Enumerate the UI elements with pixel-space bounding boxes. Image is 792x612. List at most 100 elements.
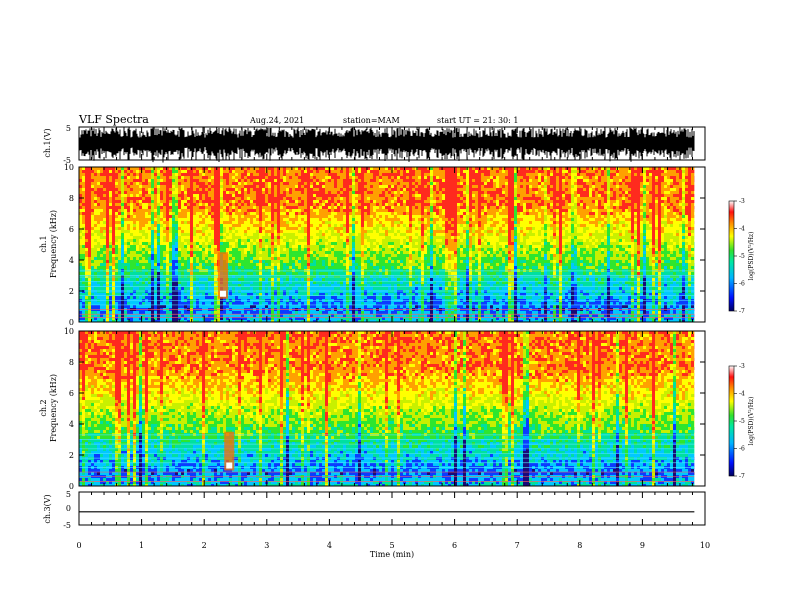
spectrogram-cell xyxy=(193,278,196,281)
spectrogram-cell xyxy=(220,227,223,230)
spectrogram-cell xyxy=(88,221,91,224)
spectrogram-cell xyxy=(340,206,343,209)
spectrogram-cell xyxy=(250,185,253,188)
spectrogram-cell xyxy=(190,227,193,230)
spectrogram-cell xyxy=(208,305,211,308)
spectrogram-cell xyxy=(283,296,286,299)
spectrogram-cell xyxy=(211,263,214,266)
spectrogram-cell xyxy=(286,305,289,308)
spectrogram-cell xyxy=(139,287,142,290)
spectrogram-cell xyxy=(148,242,151,245)
spectrogram-cell xyxy=(163,284,166,287)
spectrogram-cell xyxy=(331,230,334,233)
spectrogram-cell xyxy=(232,233,235,236)
spectrogram-cell xyxy=(232,272,235,275)
spectrogram-cell xyxy=(214,176,217,179)
spectrogram-cell xyxy=(253,179,256,182)
spectrogram-cell xyxy=(331,242,334,245)
spectrogram-cell xyxy=(148,320,151,322)
spectrogram-cell xyxy=(241,287,244,290)
spectrogram-cell xyxy=(118,182,121,185)
spectrogram-cell xyxy=(298,209,301,212)
spectrogram-cell xyxy=(310,248,313,251)
spectrogram-cell xyxy=(205,224,208,227)
spectrogram-cell xyxy=(142,248,145,251)
spectrogram-cell xyxy=(283,287,286,290)
spectrogram-cell xyxy=(106,206,109,209)
spectrogram-cell xyxy=(259,314,262,317)
spectrogram-cell xyxy=(325,314,328,317)
spectrogram-cell xyxy=(316,233,319,236)
spectrogram-cell xyxy=(166,248,169,251)
spectrogram-cell xyxy=(172,218,175,221)
spectrogram-cell xyxy=(226,191,229,194)
spectrogram-cell xyxy=(319,230,322,233)
spectrogram-cell xyxy=(280,320,283,322)
spectrogram-cell xyxy=(337,272,340,275)
spectrogram-cell xyxy=(88,302,91,305)
spectrogram-cell xyxy=(292,254,295,257)
spectrogram-cell xyxy=(85,305,88,308)
spectrogram-cell xyxy=(169,224,172,227)
spectrogram-cell xyxy=(334,227,337,230)
spectrogram-cell xyxy=(340,224,343,227)
spectrogram-cell xyxy=(277,200,280,203)
spectrogram-cell xyxy=(286,176,289,179)
spectrogram-cell xyxy=(181,185,184,188)
spectrogram-cell xyxy=(205,230,208,233)
spectrogram-cell xyxy=(196,197,199,200)
spectrogram-cell xyxy=(331,257,334,260)
header-station: station=MAM xyxy=(343,116,400,125)
spectrogram-cell xyxy=(340,239,343,242)
spectrogram-cell xyxy=(307,320,310,322)
spectrogram-cell xyxy=(190,221,193,224)
spectrogram-cell xyxy=(91,305,94,308)
spectrogram-cell xyxy=(169,272,172,275)
spectrogram-cell xyxy=(112,227,115,230)
spectrogram-cell xyxy=(334,173,337,176)
spectrogram-cell xyxy=(343,320,346,322)
spectrogram-cell xyxy=(214,263,217,266)
spectrogram-cell xyxy=(253,233,256,236)
spectrogram-cell xyxy=(319,302,322,305)
spectrogram-cell xyxy=(142,170,145,173)
spectrogram-cell xyxy=(220,197,223,200)
spectrogram-cell xyxy=(163,275,166,278)
spectrogram-cell xyxy=(217,233,220,236)
spectrogram-cell xyxy=(322,293,325,296)
spectrogram-cell xyxy=(346,284,349,287)
spectrogram-cell xyxy=(172,173,175,176)
spectrogram-cell xyxy=(190,245,193,248)
spectrogram-cell xyxy=(241,236,244,239)
spectrogram-cell xyxy=(145,173,148,176)
spectrogram-cell xyxy=(304,320,307,322)
spectrogram-cell xyxy=(154,179,157,182)
spectrogram-cell xyxy=(148,266,151,269)
spectrogram-cell xyxy=(235,200,238,203)
spectrogram-cell xyxy=(223,191,226,194)
spectrogram-cell xyxy=(355,167,358,170)
spectrogram-cell xyxy=(340,236,343,239)
spectrogram-cell xyxy=(340,200,343,203)
spectrogram-cell xyxy=(202,224,205,227)
spectrogram-cell xyxy=(124,212,127,215)
spectrogram-cell xyxy=(205,203,208,206)
spectrogram-cell xyxy=(175,188,178,191)
spectrogram-cell xyxy=(292,260,295,263)
spectrogram-cell xyxy=(100,242,103,245)
spectrogram-cell xyxy=(166,260,169,263)
spectrogram-cell xyxy=(193,203,196,206)
spectrogram-cell xyxy=(79,173,82,176)
spectrogram-cell xyxy=(166,212,169,215)
spectrogram-cell xyxy=(196,167,199,170)
spectrogram-cell xyxy=(253,260,256,263)
spectrogram-cell xyxy=(130,239,133,242)
spectrogram-cell xyxy=(112,266,115,269)
spectrogram-cell xyxy=(283,284,286,287)
spectrogram-cell xyxy=(280,260,283,263)
spectrogram-cell xyxy=(226,200,229,203)
spectrogram-cell xyxy=(163,173,166,176)
spectrogram-cell xyxy=(352,293,355,296)
spectrogram-cell xyxy=(175,227,178,230)
spectrogram-cell xyxy=(313,293,316,296)
